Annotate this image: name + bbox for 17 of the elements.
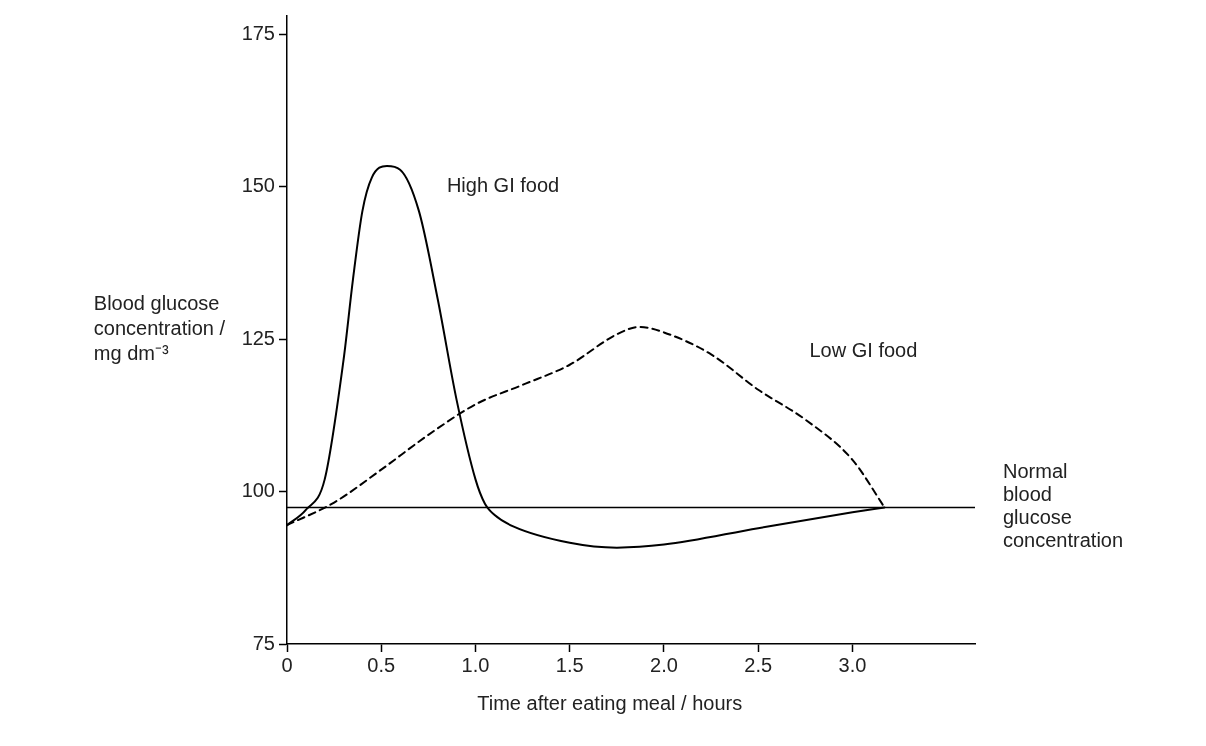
x-tick-label: 2.0 — [650, 653, 678, 676]
y-tick-label: 125 — [241, 326, 275, 349]
y-axis-title: Blood glucose concentration / mg dm⁻³ — [93, 291, 226, 364]
x-tick-label: 1.5 — [555, 653, 584, 676]
x-tick-label: 0 — [281, 653, 293, 676]
x-tick-label: 2.5 — [744, 653, 773, 676]
x-tick-label: 1.0 — [461, 653, 490, 676]
ref-line-label: Normal blood glucose concentration — [1003, 460, 1124, 552]
text: Low GI food — [809, 339, 918, 362]
x-tick-label: 0.5 — [367, 653, 396, 676]
x-axis-title: Time after eating meal / hours — [477, 691, 743, 714]
y-tick-label: 150 — [241, 174, 275, 197]
series-label: High GI food — [446, 173, 560, 196]
y-tick-label: 75 — [252, 631, 275, 654]
x-tick-label: 3.0 — [838, 653, 867, 676]
y-tick-label: 100 — [241, 479, 275, 502]
y-tick-label: 175 — [241, 21, 275, 44]
